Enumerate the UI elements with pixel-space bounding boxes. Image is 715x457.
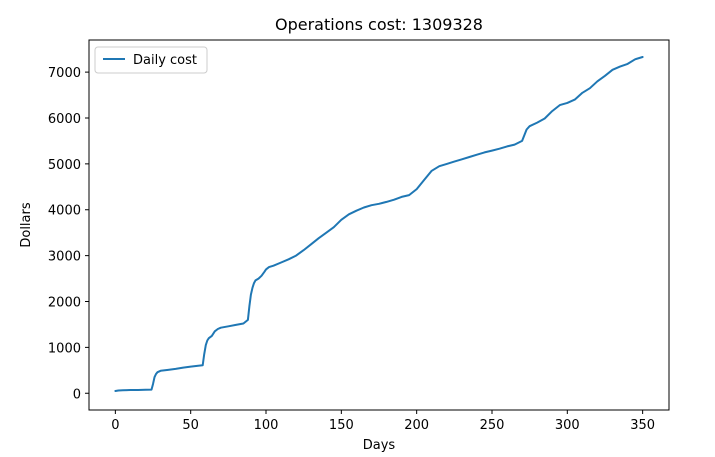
chart-title: Operations cost: 1309328 (275, 15, 483, 34)
x-tick-label: 100 (254, 418, 279, 433)
y-axis: 0 1000 2000 3000 4000 5000 6000 7000 (48, 66, 89, 402)
series-line-daily-cost (114, 56, 644, 392)
y-tick-label: 5000 (48, 158, 81, 173)
x-axis: 0 50 100 150 200 250 300 350 (111, 410, 655, 433)
x-tick-label: 0 (111, 418, 119, 433)
y-tick-label: 6000 (48, 112, 81, 127)
y-tick-label: 1000 (48, 341, 81, 356)
y-tick-label: 2000 (48, 296, 81, 311)
x-tick-label: 350 (630, 418, 655, 433)
y-tick-label: 0 (73, 387, 81, 402)
y-axis-label: Dollars (19, 202, 34, 247)
x-tick-label: 250 (480, 418, 505, 433)
y-tick-label: 3000 (48, 250, 81, 265)
legend-box (94, 46, 208, 74)
x-tick-label: 300 (555, 418, 580, 433)
x-axis-label: Days (363, 438, 396, 453)
legend: Daily cost (94, 46, 208, 74)
legend-label-daily-cost: Daily cost (133, 53, 197, 68)
y-tick-label: 4000 (48, 204, 81, 219)
x-tick-label: 200 (404, 418, 429, 433)
y-tick-label: 7000 (48, 66, 81, 81)
plot-area (88, 39, 670, 411)
x-tick-label: 50 (182, 418, 199, 433)
x-tick-label: 150 (329, 418, 354, 433)
